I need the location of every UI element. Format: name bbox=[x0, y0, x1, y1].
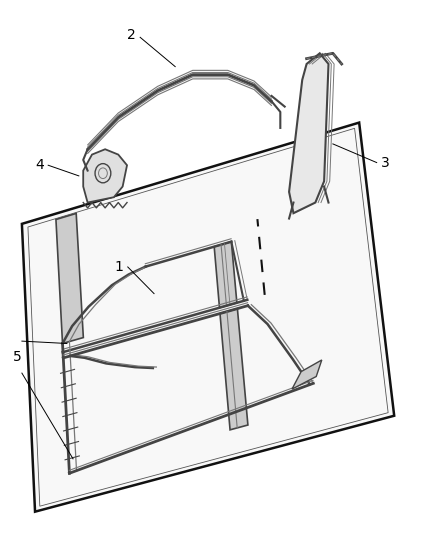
Polygon shape bbox=[22, 123, 394, 512]
Text: 2: 2 bbox=[127, 28, 136, 42]
Polygon shape bbox=[289, 53, 328, 213]
Text: 3: 3 bbox=[381, 156, 390, 169]
Polygon shape bbox=[83, 149, 127, 203]
Text: 1: 1 bbox=[115, 260, 124, 274]
Polygon shape bbox=[220, 309, 248, 430]
Polygon shape bbox=[214, 241, 237, 308]
Polygon shape bbox=[56, 213, 83, 343]
Text: 5: 5 bbox=[13, 350, 22, 364]
Text: 4: 4 bbox=[35, 158, 44, 172]
Polygon shape bbox=[292, 360, 322, 389]
